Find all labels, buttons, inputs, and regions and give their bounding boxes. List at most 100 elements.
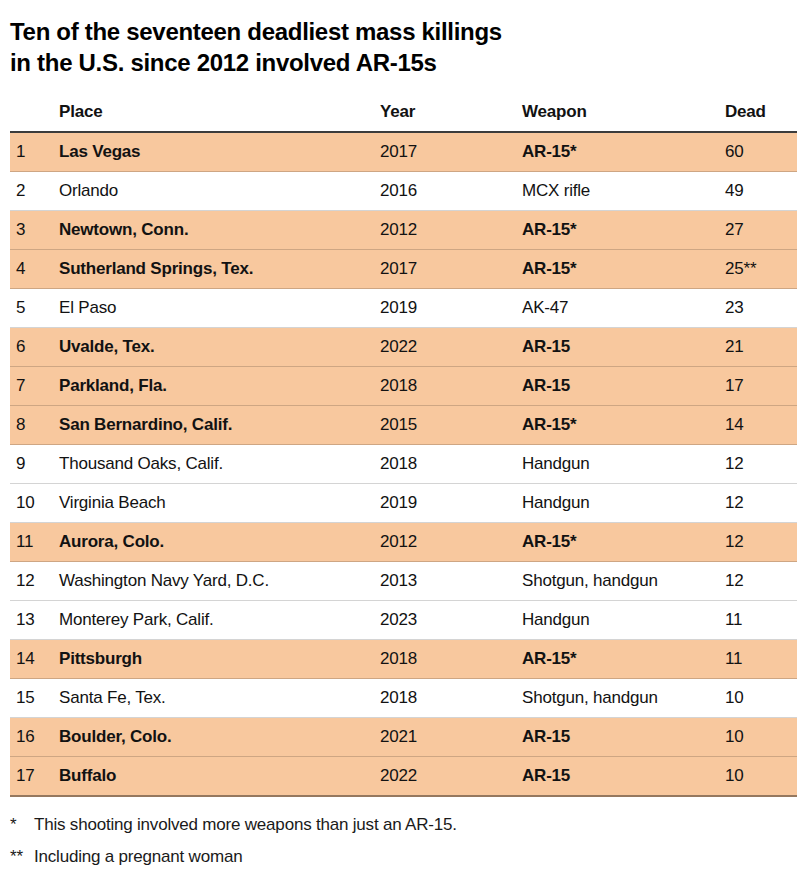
place-cell: San Bernardino, Calif.	[59, 415, 380, 435]
year-cell: 2019	[380, 493, 522, 513]
infographic: Ten of the seventeen deadliest mass kill…	[0, 0, 806, 867]
place-cell: Boulder, Colo.	[59, 727, 380, 747]
year-cell: 2015	[380, 415, 522, 435]
weapon-cell: AR-15	[522, 727, 725, 747]
footnote-marker: *	[10, 814, 34, 835]
year-cell: 2021	[380, 727, 522, 747]
place-cell: Parkland, Fla.	[59, 376, 380, 396]
place-cell: Sutherland Springs, Tex.	[59, 259, 380, 279]
rank-cell: 5	[10, 298, 59, 318]
place-cell: Virginia Beach	[59, 493, 380, 513]
year-cell: 2017	[380, 259, 522, 279]
table-header-row: Place Year Weapon Dead	[10, 92, 797, 133]
dead-cell: 10	[725, 727, 797, 747]
footnote-marker: **	[10, 846, 34, 867]
table-row: 11 Aurora, Colo. 2012 AR-15* 12	[10, 523, 797, 562]
col-header-year: Year	[380, 102, 522, 122]
col-header-weapon: Weapon	[522, 102, 725, 122]
dead-cell: 10	[725, 766, 797, 786]
weapon-cell: AR-15*	[522, 142, 725, 162]
rank-cell: 16	[10, 727, 59, 747]
weapon-cell: AR-15*	[522, 259, 725, 279]
title-line-2: in the U.S. since 2012 involved AR-15s	[10, 47, 797, 78]
dead-cell: 11	[725, 610, 797, 630]
year-cell: 2018	[380, 688, 522, 708]
year-cell: 2017	[380, 142, 522, 162]
dead-cell: 10	[725, 688, 797, 708]
rank-cell: 10	[10, 493, 59, 513]
table-row: 3 Newtown, Conn. 2012 AR-15* 27	[10, 211, 797, 250]
dead-cell: 12	[725, 571, 797, 591]
dead-cell: 27	[725, 220, 797, 240]
place-cell: Las Vegas	[59, 142, 380, 162]
year-cell: 2019	[380, 298, 522, 318]
place-cell: Newtown, Conn.	[59, 220, 380, 240]
table-row: 17 Buffalo 2022 AR-15 10	[10, 757, 797, 797]
rank-cell: 1	[10, 142, 59, 162]
dead-cell: 21	[725, 337, 797, 357]
dead-cell: 49	[725, 181, 797, 201]
page-title: Ten of the seventeen deadliest mass kill…	[10, 16, 797, 78]
weapon-cell: AR-15*	[522, 220, 725, 240]
rank-cell: 9	[10, 454, 59, 474]
dead-cell: 12	[725, 532, 797, 552]
rank-cell: 4	[10, 259, 59, 279]
rank-cell: 17	[10, 766, 59, 786]
table-row: 13 Monterey Park, Calif. 2023 Handgun 11	[10, 601, 797, 640]
year-cell: 2018	[380, 454, 522, 474]
place-cell: Pittsburgh	[59, 649, 380, 669]
year-cell: 2013	[380, 571, 522, 591]
table-row: 14 Pittsburgh 2018 AR-15* 11	[10, 640, 797, 679]
dead-cell: 17	[725, 376, 797, 396]
weapon-cell: Shotgun, handgun	[522, 571, 725, 591]
title-line-1: Ten of the seventeen deadliest mass kill…	[10, 16, 797, 47]
rank-cell: 13	[10, 610, 59, 630]
weapon-cell: AR-15*	[522, 415, 725, 435]
year-cell: 2018	[380, 649, 522, 669]
rank-cell: 8	[10, 415, 59, 435]
rank-cell: 6	[10, 337, 59, 357]
dead-cell: 12	[725, 493, 797, 513]
year-cell: 2016	[380, 181, 522, 201]
weapon-cell: AR-15	[522, 376, 725, 396]
place-cell: Aurora, Colo.	[59, 532, 380, 552]
table-row: 7 Parkland, Fla. 2018 AR-15 17	[10, 367, 797, 406]
data-table: Place Year Weapon Dead 1 Las Vegas 2017 …	[10, 92, 797, 797]
place-cell: Washington Navy Yard, D.C.	[59, 571, 380, 591]
table-row: 10 Virginia Beach 2019 Handgun 12	[10, 484, 797, 523]
table-row: 12 Washington Navy Yard, D.C. 2013 Shotg…	[10, 562, 797, 601]
place-cell: Buffalo	[59, 766, 380, 786]
weapon-cell: AR-15*	[522, 532, 725, 552]
rank-cell: 3	[10, 220, 59, 240]
year-cell: 2018	[380, 376, 522, 396]
place-cell: Thousand Oaks, Calif.	[59, 454, 380, 474]
weapon-cell: Handgun	[522, 454, 725, 474]
footnote: * This shooting involved more weapons th…	[10, 814, 797, 835]
rank-cell: 14	[10, 649, 59, 669]
rank-cell: 2	[10, 181, 59, 201]
table-row: 1 Las Vegas 2017 AR-15* 60	[10, 133, 797, 172]
weapon-cell: Handgun	[522, 493, 725, 513]
footnote-text: This shooting involved more weapons than…	[34, 814, 457, 835]
table-row: 9 Thousand Oaks, Calif. 2018 Handgun 12	[10, 445, 797, 484]
place-cell: Orlando	[59, 181, 380, 201]
weapon-cell: AR-15*	[522, 649, 725, 669]
table-row: 5 El Paso 2019 AK-47 23	[10, 289, 797, 328]
table-row: 15 Santa Fe, Tex. 2018 Shotgun, handgun …	[10, 679, 797, 718]
table-row: 16 Boulder, Colo. 2021 AR-15 10	[10, 718, 797, 757]
weapon-cell: Handgun	[522, 610, 725, 630]
rank-cell: 15	[10, 688, 59, 708]
table-row: 8 San Bernardino, Calif. 2015 AR-15* 14	[10, 406, 797, 445]
footnote-text: Including a pregnant woman	[34, 846, 242, 867]
rank-cell: 11	[10, 532, 59, 552]
weapon-cell: MCX rifle	[522, 181, 725, 201]
weapon-cell: AK-47	[522, 298, 725, 318]
table-body: 1 Las Vegas 2017 AR-15* 60 2 Orlando 201…	[10, 133, 797, 797]
year-cell: 2012	[380, 532, 522, 552]
table-row: 6 Uvalde, Tex. 2022 AR-15 21	[10, 328, 797, 367]
table-row: 2 Orlando 2016 MCX rifle 49	[10, 172, 797, 211]
place-cell: Uvalde, Tex.	[59, 337, 380, 357]
place-cell: El Paso	[59, 298, 380, 318]
year-cell: 2012	[380, 220, 522, 240]
footnote: ** Including a pregnant woman	[10, 846, 797, 867]
